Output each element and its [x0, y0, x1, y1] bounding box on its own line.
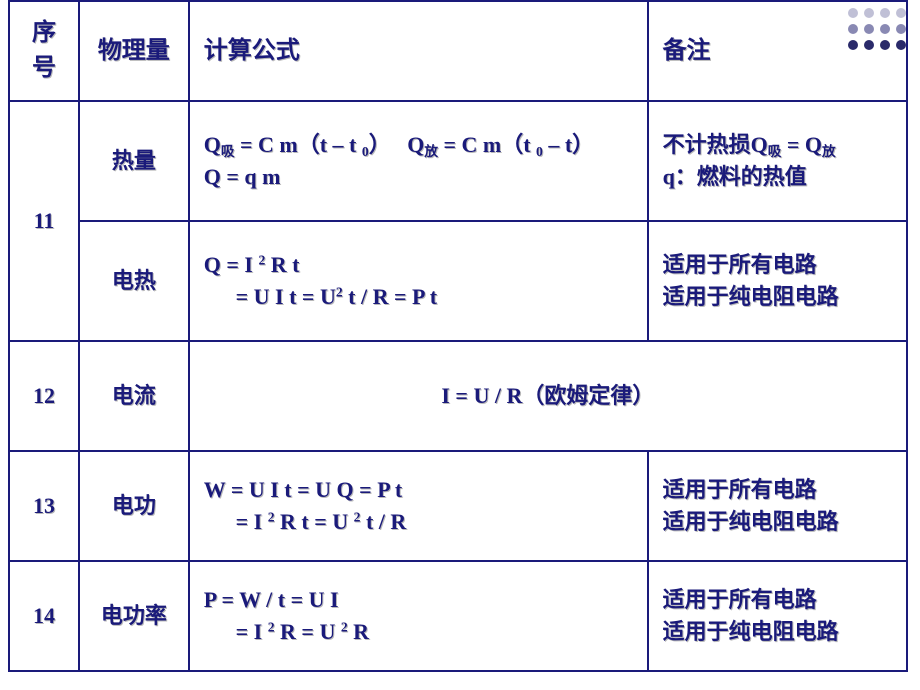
note-work: 适用于所有电路 适用于纯电阻电路 [649, 464, 906, 548]
physics-formula-table: 序号 物理量 计算公式 备注 11 热量 Q吸 = C m（t – t 0） Q… [8, 0, 908, 672]
qty-work: 电功 [80, 480, 188, 532]
seq-14: 14 [10, 590, 78, 642]
table-row: 12 电流 I = U / R（欧姆定律） [9, 341, 907, 451]
header-seq: 序号 [10, 6, 78, 96]
formula-heat: Q吸 = C m（t – t 0） Q放 = C m（t 0 – t） Q = … [190, 119, 647, 203]
decorative-dots [848, 8, 908, 52]
note-heat: 不计热损Q吸 = Q放 q：燃料的热值 [649, 119, 906, 203]
formula-joule-heat: Q = I 2 R t = U I t = U2 t / R = P t [190, 239, 647, 323]
seq-13: 13 [10, 480, 78, 532]
table-row: 13 电功 W = U I t = U Q = P t = I 2 R t = … [9, 451, 907, 561]
seq-11: 11 [10, 195, 78, 247]
header-qty: 物理量 [80, 24, 188, 79]
slide: 序号 物理量 计算公式 备注 11 热量 Q吸 = C m（t – t 0） Q… [0, 0, 920, 690]
note-power: 适用于所有电路 适用于纯电阻电路 [649, 574, 906, 658]
qty-current: 电流 [80, 370, 188, 422]
header-formula: 计算公式 [190, 24, 647, 79]
note-joule-heat: 适用于所有电路 适用于纯电阻电路 [649, 239, 906, 323]
table-row: 电热 Q = I 2 R t = U I t = U2 t / R = P t … [9, 221, 907, 341]
table-row: 11 热量 Q吸 = C m（t – t 0） Q放 = C m（t 0 – t… [9, 101, 907, 221]
table-header-row: 序号 物理量 计算公式 备注 [9, 1, 907, 101]
table-row: 14 电功率 P = W / t = U I = I 2 R = U 2 R 适… [9, 561, 907, 671]
formula-current: I = U / R（欧姆定律） [190, 370, 906, 422]
formula-work: W = U I t = U Q = P t = I 2 R t = U 2 t … [190, 464, 647, 548]
qty-heat: 热量 [80, 135, 188, 187]
seq-12: 12 [10, 370, 78, 422]
formula-power: P = W / t = U I = I 2 R = U 2 R [190, 574, 647, 658]
qty-joule-heat: 电热 [80, 255, 188, 307]
qty-power: 电功率 [80, 590, 188, 642]
